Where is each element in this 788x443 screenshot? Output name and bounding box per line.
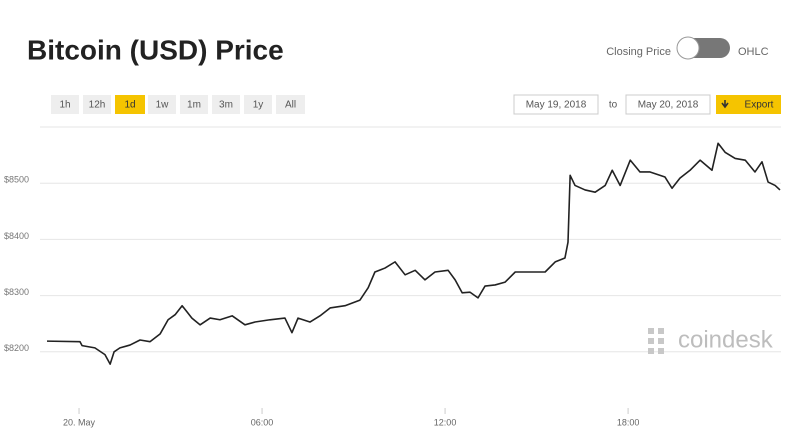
export-text: Export [745, 100, 774, 111]
export-button[interactable]: Export [716, 95, 781, 114]
range-button[interactable]: 1w [148, 95, 176, 114]
watermark-text: coindesk [678, 326, 774, 353]
range-button[interactable]: 1m [180, 95, 208, 114]
range-button-bg [276, 95, 305, 114]
plot: $8200 $8300 $8400 $8500 20. May 06:00 12:00 18:… [4, 142, 781, 427]
range-button-bg [83, 95, 111, 114]
logo-dot [648, 328, 654, 334]
date-to[interactable]: May 20, 2018 [625, 94, 711, 115]
logo-dot [658, 338, 664, 344]
range-button-text: 1m [187, 100, 201, 111]
watermark: coindesk [648, 326, 774, 354]
price-line [46, 142, 781, 365]
range-button-bg [244, 95, 272, 114]
x-tick-label: 20. May [63, 417, 96, 427]
range-button-text: 1d [124, 100, 135, 111]
x-tick-label: 06:00 [251, 417, 274, 427]
range-button-bg [148, 95, 176, 114]
logo-dot [648, 348, 654, 354]
range-button-text: 1h [59, 100, 70, 111]
range-button-text: 1w [156, 100, 170, 111]
range-button-bg [51, 95, 79, 114]
y-tick-label: $8500 [4, 175, 29, 185]
range-button[interactable]: 12h [83, 95, 111, 114]
range-button[interactable]: 1h [51, 95, 79, 114]
y-tick-label: $8300 [4, 287, 29, 297]
date-sep: to [609, 100, 618, 111]
date-from[interactable]: May 19, 2018 [513, 94, 599, 115]
x-tick-label: 12:00 [434, 417, 457, 427]
date-from-text: May 19, 2018 [526, 100, 587, 111]
toggle-knob [676, 36, 700, 60]
range-button-bg [180, 95, 208, 114]
range-button-bg [115, 95, 145, 114]
range-button-text: 3m [219, 100, 233, 111]
y-tick-label: $8400 [4, 231, 29, 241]
closing-label: Closing Price [606, 46, 671, 58]
date-box [625, 94, 711, 115]
range-button-bg [212, 95, 240, 114]
range-button-text: All [285, 100, 296, 111]
chart-title: Bitcoin (USD) Price [27, 34, 284, 65]
toggle[interactable] [676, 36, 730, 60]
range-button[interactable]: 3m [212, 95, 240, 114]
logo-dot [658, 328, 664, 334]
date-to-text: May 20, 2018 [638, 100, 699, 111]
x-tick-label: 18:00 [617, 417, 640, 427]
range-button[interactable]: 1d [115, 95, 145, 114]
range-button[interactable]: All [276, 95, 305, 114]
logo-dot [648, 338, 654, 344]
range-buttons: 1h 12h 1d 1w 1m 3m 1y All [51, 95, 305, 114]
range-button-text: 12h [89, 100, 106, 111]
range-button[interactable]: 1y [244, 95, 272, 114]
ohlc-label: OHLC [738, 46, 769, 58]
logo-dot [658, 348, 664, 354]
date-box [513, 94, 599, 115]
range-button-text: 1y [253, 100, 264, 111]
export-bg [716, 95, 781, 114]
export-icon [721, 100, 729, 109]
y-tick-label: $8200 [4, 343, 29, 353]
